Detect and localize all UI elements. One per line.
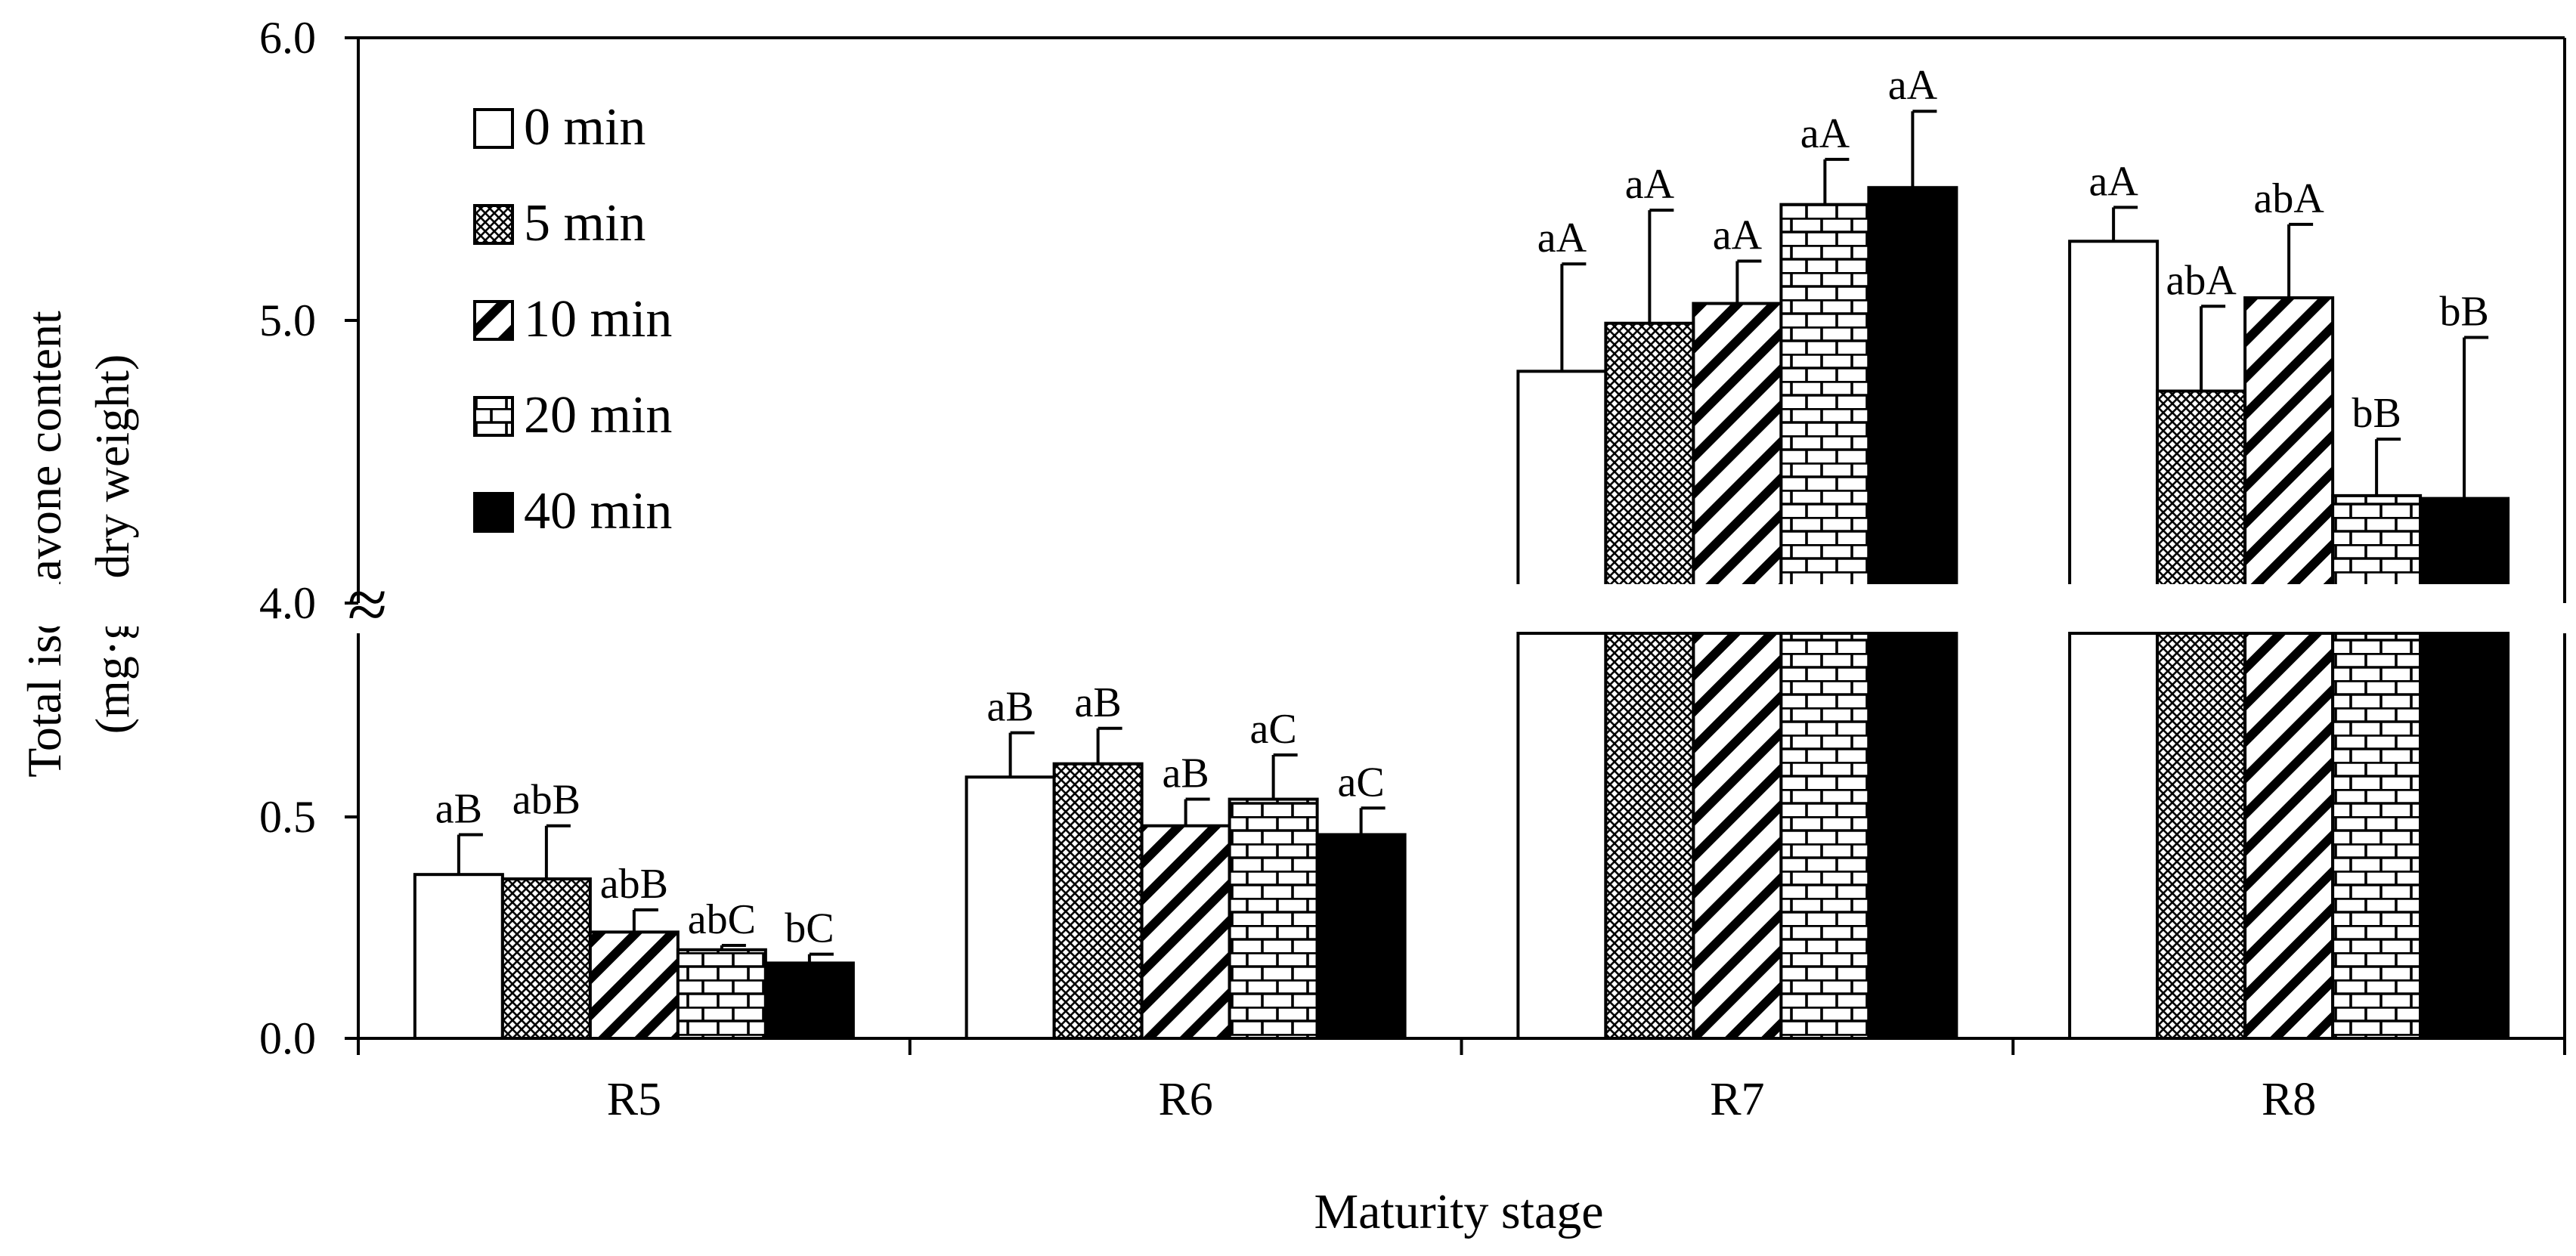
x-tick-label: R7 [1710,1074,1764,1125]
bar-R7-40 min-lower [1867,632,1958,1040]
bar-R8-10 min-lower [2243,632,2335,1040]
y-tick-label: 5.0 [259,295,316,345]
significance-label: abB [600,861,668,908]
bar-R8-10 min [2243,296,2335,605]
bar-R7-10 min [1692,302,1783,605]
significance-label: abA [2166,257,2237,304]
significance-label: aA [2088,158,2138,205]
bar-R7-40 min [1867,186,1958,605]
bar-R7-0 min [1516,370,1608,605]
legend: 0 min 5 min 10 min 20 min 40 min [473,98,672,540]
legend-label: 5 min [524,194,646,252]
bar-R6-20 min [1228,797,1319,1041]
x-axis-label: Maturity stage [1314,1184,1603,1239]
plot-area: aB abB abB abC bC aB aB aB aC aC aA aA aA aA aA aA abA ab… [0,13,2576,1125]
bar-R6-0 min [964,775,1056,1040]
bar-R8-0 min-lower [2068,632,2160,1040]
legend-swatch [473,492,514,533]
y-axis-label-line2: (mg·g-1 dry weight) [85,354,140,735]
bar-R8-5 min [2156,389,2247,605]
y-tick-label: 0.0 [259,1013,316,1063]
significance-label: aC [1250,706,1297,753]
bar-R5-5 min [500,877,592,1041]
bar-R5-10 min [588,930,680,1040]
bar-R8-0 min [2068,240,2160,605]
x-tick-label: R6 [1158,1074,1212,1125]
y-axis-label: Total isoflavone content (mg·g-1 dry wei… [17,311,139,778]
significance-label: aB [1163,750,1209,797]
y-axis-label-line1: Total isoflavone content [17,311,71,778]
bar-R6-10 min [1140,824,1231,1040]
significance-label: abC [688,896,756,943]
significance-label: aB [1075,679,1122,726]
axis-break-gap [0,584,2576,626]
y-tick-label: 0.5 [259,792,316,842]
legend-label: 40 min [524,482,672,540]
bar-R7-5 min-lower [1604,632,1695,1040]
legend-swatch [473,396,514,437]
legend-swatch [473,300,514,341]
legend-label: 0 min [524,98,646,156]
legend-swatch [473,204,514,245]
bar-R8-20 min-lower [2331,632,2423,1040]
significance-label: bB [2439,288,2488,335]
bar-R5-40 min [763,961,855,1041]
legend-swatch [473,108,514,149]
y-tick-label: 4.0 [259,578,316,628]
x-tick-label: R8 [2262,1074,2316,1125]
significance-label: abB [512,777,581,824]
bar-R7-5 min [1604,321,1695,605]
significance-label: bB [2352,390,2401,437]
significance-label: aB [435,785,482,832]
bar-R7-20 min-lower [1779,632,1871,1040]
bar-R8-40 min-lower [2419,632,2510,1040]
bar-R8-5 min-lower [2156,632,2247,1040]
bar-R5-20 min [676,948,767,1041]
significance-label: aA [1888,62,1938,109]
bar-R6-5 min [1052,762,1144,1040]
significance-label: aA [1625,161,1675,208]
significance-label: aA [1713,212,1763,258]
y-tick-label: 6.0 [259,13,316,63]
significance-label: abA [2253,175,2324,222]
significance-label: aB [987,684,1034,731]
significance-label: bC [785,905,834,952]
significance-label: aA [1800,110,1850,157]
significance-label: aC [1338,759,1385,806]
legend-label: 10 min [524,290,672,348]
bar-R7-10 min-lower [1692,632,1783,1040]
legend-label: 20 min [524,386,672,444]
bar-R6-40 min [1315,833,1407,1040]
x-tick-label: R5 [607,1074,661,1125]
bar-R7-0 min-lower [1516,632,1608,1040]
significance-label: aA [1537,215,1587,261]
bar-R5-0 min [413,873,504,1041]
bar-R7-20 min [1779,203,1871,605]
